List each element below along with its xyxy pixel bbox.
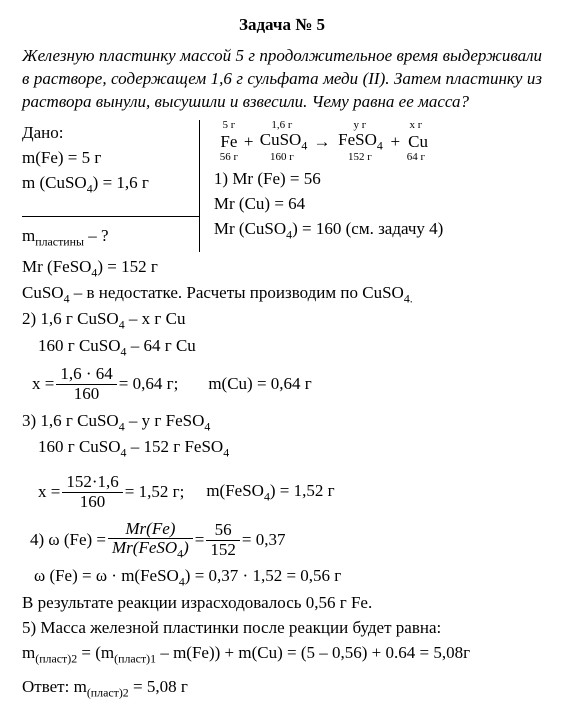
text: m (CuSO <box>22 173 87 192</box>
molar-mass: 160 г <box>252 152 312 164</box>
step2-line1: 2) 1,6 г CuSO4 – x г Cu <box>22 308 542 332</box>
step3-line2: 160 г CuSO4 – 152 г FeSO4 <box>22 436 542 460</box>
given-line-1: m(Fe) = 5 г <box>22 147 149 170</box>
mr-line-1: 1) Mr (Fe) = 56 <box>214 168 542 191</box>
product: Cu <box>400 133 436 151</box>
fraction: 152·1,6 160 <box>62 473 122 512</box>
fraction: 56 152 <box>206 521 240 560</box>
deficit-line: CuSO4 – в недостатке. Расчеты производим… <box>22 282 542 306</box>
given-line-2: m (CuSO4) = 1,6 г <box>22 172 149 196</box>
step5-line1: 5) Масса железной пластинки после реакци… <box>22 617 542 640</box>
step3-equation: x = 152·1,6 160 = 1,52 г; m(FeSO4) = 1,5… <box>22 463 542 516</box>
step3-line1: 3) 1,6 г CuSO4 – y г FeSO4 <box>22 410 542 434</box>
find-line: mпластины – ? <box>22 219 199 249</box>
product: FeSO4 <box>331 131 391 152</box>
mass-label: 5 г <box>214 120 244 132</box>
mr-line-2: Mr (Cu) = 64 <box>214 193 542 216</box>
given-section: Дано: m(Fe) = 5 г m (CuSO4) = 1,6 г mпла… <box>22 120 542 252</box>
molar-mass: 152 г <box>330 152 390 164</box>
answer-line: Ответ: m(пласт)2 = 5,08 г <box>22 668 542 700</box>
given-right-column: 5 г 1,6 г y г x г Fe + CuSO4 → FeSO4 + C… <box>214 120 542 244</box>
step4-line2: ω (Fe) = ω · m(FeSO4) = 0,37 · 1,52 = 0,… <box>22 565 542 589</box>
text: 4) ω (Fe) = <box>30 529 106 552</box>
mr-line-3: Mr (CuSO4) = 160 (см. задачу 4) <box>214 218 542 242</box>
step5-line2: m(пласт)2 = (m(пласт)1 – m(Fe)) + m(Cu) … <box>22 642 542 666</box>
subscript: (пласт)2 <box>87 686 129 700</box>
step2-line2: 160 г CuSO4 – 64 г Cu <box>22 335 542 359</box>
fraction: Mr(Fe) Mr(FeSO4) <box>108 520 193 562</box>
molar-mass: 56 г <box>214 152 244 164</box>
reactant: Fe <box>214 133 244 151</box>
text: – ? <box>84 226 109 245</box>
answer-label: Ответ: <box>22 677 74 696</box>
result: m(FeSO4) = 1,52 г <box>206 480 334 504</box>
molar-mass: 64 г <box>398 152 434 164</box>
plus: + <box>391 133 401 151</box>
step2-equation: x = 1,6 · 64 160 = 0,64 г; m(Cu) = 0,64 … <box>22 361 542 408</box>
text: = 5,08 г <box>129 677 188 696</box>
arrow: → <box>314 133 331 151</box>
problem-title: Задача № 5 <box>22 14 542 37</box>
step4-equation: 4) ω (Fe) = Mr(Fe) Mr(FeSO4) = 56 152 = … <box>22 518 542 564</box>
problem-prompt: Железную пластинку массой 5 г продолжите… <box>22 45 542 114</box>
plus: + <box>244 133 254 151</box>
subscript: пластины <box>35 234 84 248</box>
mr-feso4: Mr (FeSO4) = 152 г <box>22 256 542 280</box>
spent-line: В результате реакции израсходовалось 0,5… <box>22 592 542 615</box>
reactant: CuSO4 <box>254 131 314 152</box>
reaction-equation: 5 г 1,6 г y г x г Fe + CuSO4 → FeSO4 + C… <box>214 120 542 164</box>
fraction: 1,6 · 64 160 <box>56 365 116 404</box>
text: m <box>22 226 35 245</box>
given-left-column: Дано: m(Fe) = 5 г m (CuSO4) = 1,6 г mпла… <box>22 120 199 252</box>
text: = <box>195 529 205 552</box>
mass-label: x г <box>398 120 434 132</box>
text: = 0,37 <box>242 529 286 552</box>
result: m(Cu) = 0,64 г <box>208 373 311 396</box>
text: x = <box>32 373 54 396</box>
text: x = <box>38 481 60 504</box>
text: = 0,64 г; <box>119 373 179 396</box>
text: ) = 1,6 г <box>93 173 149 192</box>
vertical-divider <box>199 120 200 252</box>
text: m <box>74 677 87 696</box>
given-heading: Дано: <box>22 122 149 145</box>
text: = 1,52 г; <box>125 481 185 504</box>
